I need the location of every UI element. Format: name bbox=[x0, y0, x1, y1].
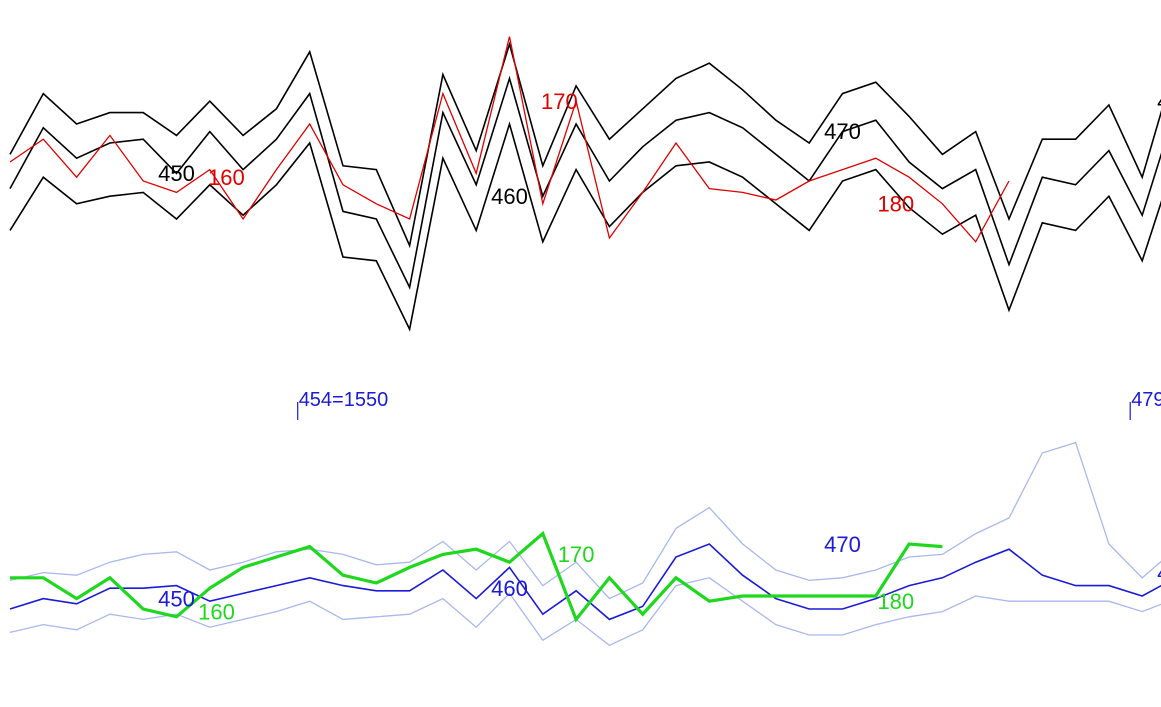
point-label: 460 bbox=[491, 184, 528, 209]
point-label: 480 bbox=[1157, 560, 1161, 585]
series-line-lower-4 bbox=[10, 530, 943, 623]
point-label: 180 bbox=[877, 589, 914, 614]
point-label: 170 bbox=[541, 89, 578, 114]
point-label: 170 bbox=[558, 542, 595, 567]
point-label: 470 bbox=[824, 119, 861, 144]
series-line-upper-3 bbox=[9, 121, 1161, 332]
point-label: 470 bbox=[824, 532, 861, 557]
annotation-label: 479=1525 bbox=[1131, 389, 1161, 411]
series-line-upper-1 bbox=[9, 75, 1161, 290]
point-label: 160 bbox=[198, 599, 235, 624]
point-label: 160 bbox=[208, 165, 245, 190]
point-label: 480 bbox=[1157, 89, 1161, 114]
point-label: 450 bbox=[158, 586, 195, 611]
series-line-lower-3 bbox=[9, 543, 1161, 621]
series-line-lower-1 bbox=[9, 441, 1161, 600]
series-line-upper-2 bbox=[9, 41, 1161, 249]
point-label: 450 bbox=[158, 161, 195, 186]
series-line-upper-4 bbox=[9, 36, 1010, 243]
point-label: 460 bbox=[491, 576, 528, 601]
annotation-label: 454=1550 bbox=[299, 389, 389, 411]
series-line-lower-2 bbox=[9, 577, 1161, 647]
upper-panel: 450 160 460 170 470 180 480 bbox=[9, 36, 1161, 332]
annotations: 454=1550 479=1525 bbox=[297, 389, 1161, 420]
point-label: 180 bbox=[877, 191, 914, 216]
